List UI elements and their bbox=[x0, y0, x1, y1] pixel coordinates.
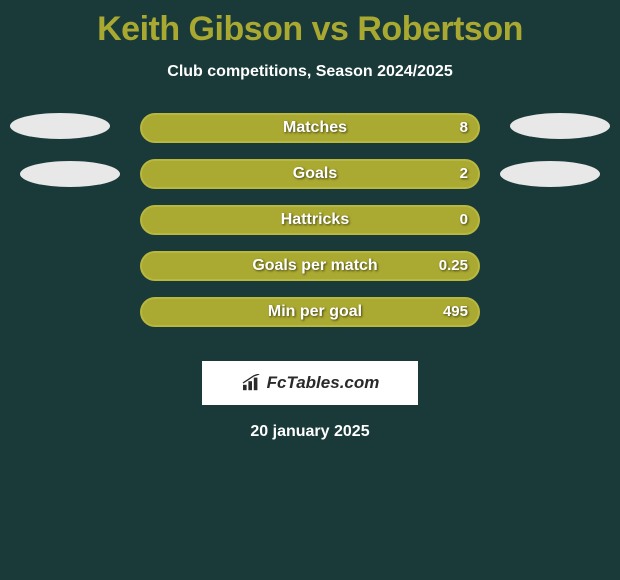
stat-row: Min per goal 495 bbox=[0, 297, 620, 343]
stat-value: 0.25 bbox=[439, 257, 468, 274]
stat-label: Goals per match bbox=[5, 257, 620, 275]
stat-row: Matches 8 bbox=[0, 113, 620, 159]
stat-row: Goals per match 0.25 bbox=[0, 251, 620, 297]
logo-text: FcTables.com bbox=[267, 373, 380, 393]
stat-label: Goals bbox=[5, 165, 620, 183]
stat-value: 0 bbox=[460, 211, 468, 228]
stat-value: 2 bbox=[460, 165, 468, 182]
stat-row: Goals 2 bbox=[0, 159, 620, 205]
stat-value: 8 bbox=[460, 119, 468, 136]
page-title: Keith Gibson vs Robertson bbox=[0, 0, 620, 49]
stat-label: Matches bbox=[5, 119, 620, 137]
logo-box: FcTables.com bbox=[202, 361, 418, 405]
bar-chart-icon bbox=[241, 374, 263, 392]
stat-label: Hattricks bbox=[5, 211, 620, 229]
stat-label: Min per goal bbox=[5, 303, 620, 321]
date-label: 20 january 2025 bbox=[0, 423, 620, 441]
stats-container: Matches 8 Goals 2 Hattricks 0 Goals per … bbox=[0, 113, 620, 343]
stat-row: Hattricks 0 bbox=[0, 205, 620, 251]
subtitle: Club competitions, Season 2024/2025 bbox=[0, 63, 620, 81]
stat-value: 495 bbox=[443, 303, 468, 320]
